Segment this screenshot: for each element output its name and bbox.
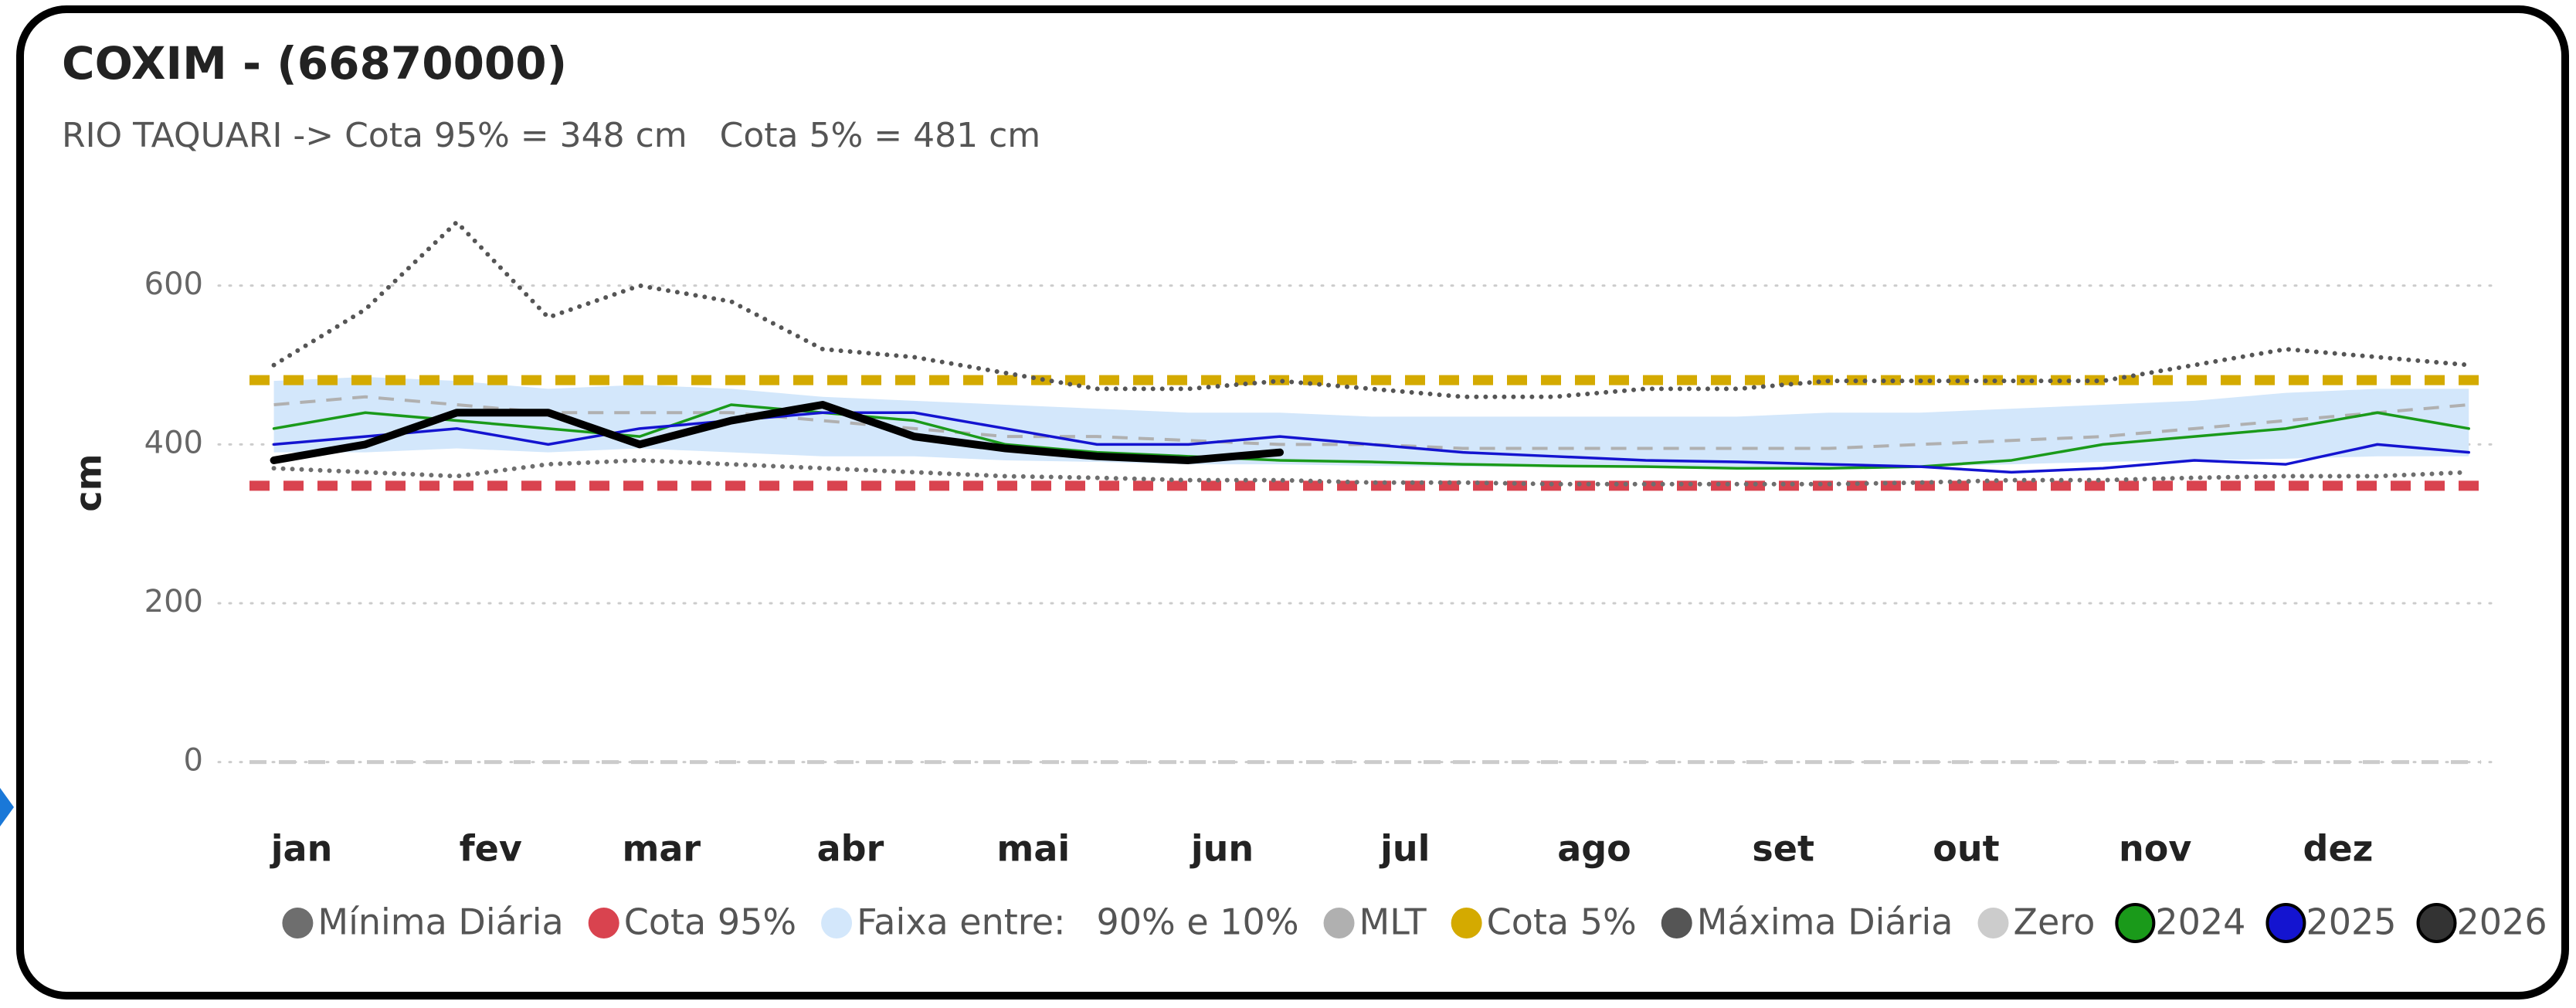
card-frame: [16, 5, 2569, 1000]
chart-title: COXIM - (66870000): [62, 37, 567, 90]
series-band: [273, 377, 2469, 467]
y-tick-label: 400: [144, 425, 203, 460]
legend-marker: [588, 908, 619, 938]
legend-marker: [1323, 908, 1355, 938]
x-tick-label: fev: [460, 828, 522, 870]
legend-label: 90% e 10%: [1097, 901, 1299, 943]
legend-label: Cota 5%: [1487, 901, 1637, 943]
x-tick-label: set: [1752, 828, 1814, 870]
side-arrow: [0, 788, 14, 826]
series-line: [271, 219, 2472, 399]
x-tick-label: jan: [270, 828, 333, 870]
legend-label: Cota 95%: [624, 901, 796, 943]
series-line: [270, 400, 1284, 464]
x-tick-label: nov: [2119, 828, 2191, 870]
legend-label: Máxima Diária: [1697, 901, 1953, 943]
legend-marker: [2115, 903, 2156, 943]
legend-label: Zero: [2014, 901, 2096, 943]
x-tick-label: mai: [996, 828, 1070, 870]
series-line: [272, 403, 2470, 470]
legend-marker: [1977, 908, 2009, 938]
legend-label: Mínima Diária: [317, 901, 563, 943]
x-tick-label: ago: [1557, 828, 1631, 870]
legend-label: 2025: [2306, 901, 2396, 943]
legend-marker: [2265, 903, 2306, 943]
legend-marker: [1451, 908, 1482, 938]
legend-marker: [2416, 903, 2457, 943]
x-tick-label: dez: [2303, 828, 2374, 870]
x-tick-label: abr: [817, 828, 884, 870]
y-axis-label: cm: [68, 453, 110, 511]
x-tick-label: jun: [1190, 828, 1254, 870]
legend-marker: [282, 908, 314, 938]
legend-label: 2024: [2155, 901, 2245, 943]
legend-label: MLT: [1359, 901, 1427, 943]
x-tick-label: jul: [1379, 828, 1430, 870]
legend-label: Faixa entre:: [857, 901, 1065, 943]
series-line: [272, 411, 2470, 474]
y-tick-label: 200: [144, 584, 203, 619]
x-tick-label: out: [1933, 828, 1999, 870]
chart-subtitle: RIO TAQUARI -> Cota 95% = 348 cm Cota 5%…: [62, 116, 1040, 155]
y-tick-label: 0: [184, 743, 203, 779]
legend-marker: [1661, 908, 1692, 938]
legend-label: 2026: [2457, 901, 2547, 943]
y-tick-label: 600: [144, 266, 203, 302]
x-tick-label: mar: [622, 828, 701, 870]
legend-marker: [821, 908, 853, 938]
